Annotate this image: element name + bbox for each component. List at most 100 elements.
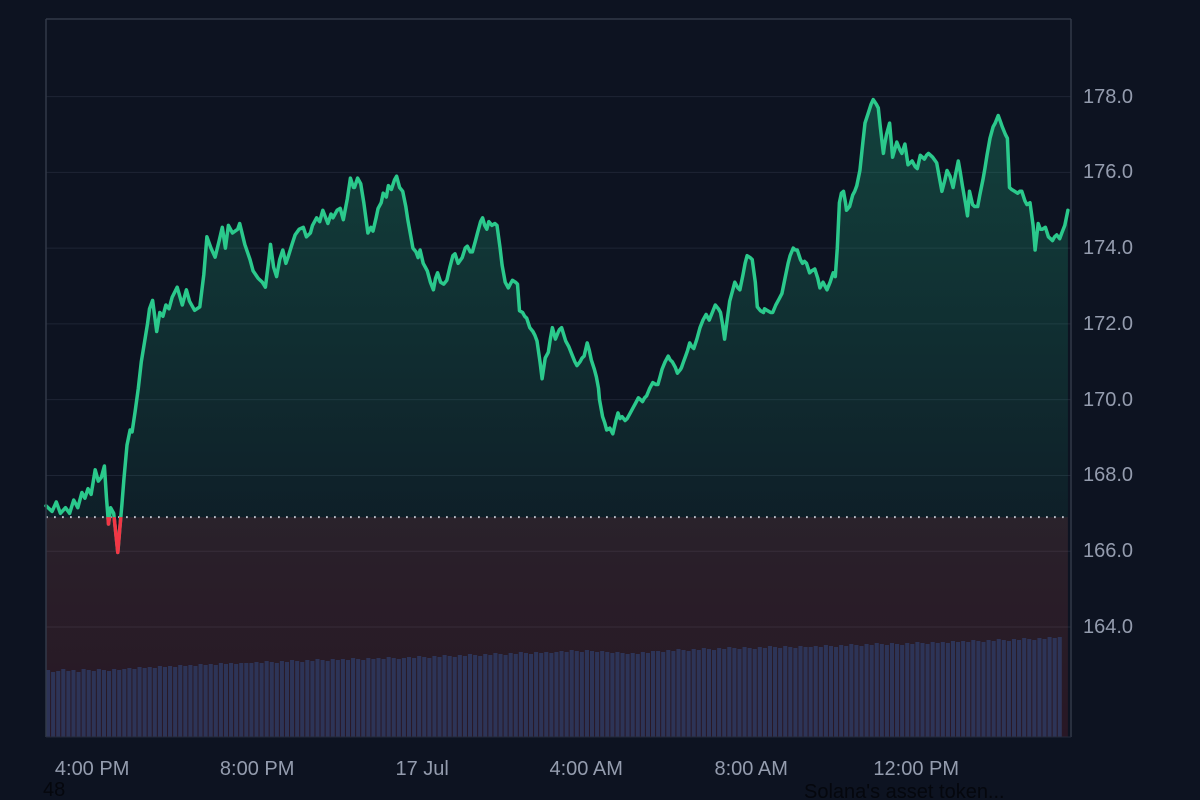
volume-bar bbox=[76, 672, 81, 737]
volume-bar bbox=[254, 662, 259, 737]
volume-bar bbox=[620, 653, 625, 737]
volume-bar bbox=[325, 661, 330, 737]
volume-bar bbox=[605, 652, 610, 737]
volume-bar bbox=[356, 659, 361, 737]
volume-bar bbox=[950, 641, 956, 737]
volume-bar bbox=[656, 651, 661, 737]
volume-bar bbox=[584, 650, 589, 737]
volume-bar bbox=[203, 665, 208, 737]
volume-bar bbox=[778, 648, 783, 737]
volume-bar bbox=[940, 642, 945, 737]
volume-bar bbox=[56, 671, 61, 737]
volume-bar bbox=[844, 646, 849, 737]
volume-bar bbox=[152, 668, 157, 737]
volume-bar bbox=[823, 645, 828, 737]
y-axis-tick-label: 174.0 bbox=[1083, 237, 1134, 260]
volume-bar bbox=[712, 650, 717, 737]
y-axis-tick-label: 176.0 bbox=[1083, 161, 1134, 184]
volume-bar bbox=[432, 656, 437, 737]
volume-bar bbox=[691, 649, 696, 737]
volume-bar bbox=[473, 655, 478, 737]
volume-bar bbox=[869, 645, 874, 737]
volume-bar bbox=[284, 662, 290, 737]
volume-bar bbox=[808, 647, 813, 737]
volume-bar bbox=[900, 645, 905, 737]
volume-bar bbox=[523, 653, 528, 737]
volume-bar bbox=[793, 648, 798, 737]
volume-bar bbox=[183, 666, 188, 737]
volume-bar bbox=[1042, 639, 1047, 737]
volume-bar bbox=[96, 669, 101, 737]
volume-bar bbox=[493, 653, 498, 737]
volume-bar bbox=[137, 667, 142, 737]
y-axis-tick-label: 166.0 bbox=[1083, 540, 1134, 563]
volume-bar bbox=[417, 656, 422, 737]
volume-bar bbox=[274, 663, 279, 737]
volume-bar bbox=[574, 651, 579, 737]
volume-bar bbox=[920, 643, 925, 737]
volume-bar bbox=[859, 646, 864, 737]
x-axis-tick-label: 4:00 AM bbox=[549, 758, 623, 780]
volume-bar bbox=[290, 660, 295, 737]
plot-borders bbox=[45, 18, 1072, 738]
volume-bar bbox=[610, 653, 615, 737]
volume-bar bbox=[218, 663, 223, 737]
volume-bar bbox=[462, 656, 467, 737]
volume-bar bbox=[66, 671, 71, 737]
volume-bar bbox=[635, 654, 640, 737]
volume-bar bbox=[305, 660, 310, 737]
volume-bar bbox=[46, 670, 51, 737]
volume-bar bbox=[767, 646, 773, 737]
volume-bar bbox=[422, 657, 427, 737]
volume-bar bbox=[406, 657, 412, 737]
volume-bar bbox=[467, 654, 473, 737]
volume-bar bbox=[539, 653, 544, 737]
volume-bar bbox=[945, 643, 950, 737]
volume-bar bbox=[976, 641, 981, 737]
volume-bar bbox=[513, 654, 518, 737]
volume-bar bbox=[447, 656, 452, 737]
volume-bar bbox=[864, 644, 869, 737]
volume-bar bbox=[401, 658, 406, 737]
volume-bar bbox=[386, 657, 391, 737]
volume-bar bbox=[651, 651, 656, 737]
volume-bar bbox=[798, 646, 803, 737]
volume-bar bbox=[173, 667, 178, 737]
volume-bar bbox=[488, 655, 493, 737]
volume-bar bbox=[1052, 638, 1057, 737]
volume-bar bbox=[549, 653, 554, 737]
volume-bar bbox=[157, 666, 162, 737]
volume-bar bbox=[427, 658, 432, 737]
volume-bar bbox=[569, 650, 574, 737]
volume-bar bbox=[127, 668, 132, 737]
volume-bar bbox=[478, 656, 483, 737]
volume-bar bbox=[956, 642, 961, 737]
x-axis-tick-label: 8:00 AM bbox=[714, 758, 788, 780]
volume-bar bbox=[706, 649, 711, 737]
volume-bar bbox=[1001, 640, 1006, 737]
volume-bar bbox=[534, 652, 539, 737]
volume-bar bbox=[330, 659, 335, 737]
volume-bar bbox=[188, 665, 193, 737]
volume-bar bbox=[1027, 639, 1032, 737]
volume-bar bbox=[132, 669, 137, 737]
volume-bar bbox=[193, 666, 198, 737]
volume-bar bbox=[828, 646, 834, 737]
price-line bbox=[44, 97, 1070, 555]
volume-bar bbox=[361, 660, 366, 737]
volume-bar bbox=[483, 654, 488, 737]
volume-bar bbox=[996, 639, 1001, 737]
y-axis-tick-label: 172.0 bbox=[1083, 312, 1134, 335]
volume-bar bbox=[717, 648, 722, 737]
volume-bar bbox=[61, 669, 66, 737]
volume-bar bbox=[783, 646, 788, 737]
bottom-right-news-text: Solana's asset token... bbox=[804, 781, 1005, 800]
volume-bar bbox=[213, 665, 218, 737]
volume-bar bbox=[544, 652, 549, 737]
volume-bar bbox=[640, 652, 645, 737]
volume-bar bbox=[727, 647, 732, 737]
volume-bar bbox=[229, 663, 234, 737]
volume-bar bbox=[107, 671, 112, 737]
volume-bar bbox=[51, 672, 56, 737]
